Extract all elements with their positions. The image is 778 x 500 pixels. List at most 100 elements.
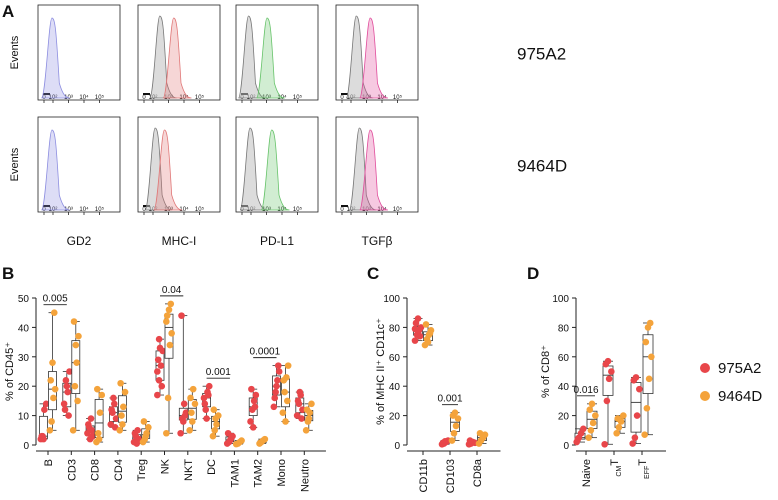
data-point xyxy=(580,425,587,433)
data-point xyxy=(202,406,210,414)
x-tick-label: CD4 xyxy=(113,459,125,481)
data-point xyxy=(270,403,278,411)
data-point xyxy=(448,437,456,444)
data-point xyxy=(116,427,124,434)
p-value-label: 0.001 xyxy=(206,367,231,378)
data-point xyxy=(155,377,163,384)
legend-marker xyxy=(700,363,710,373)
histogram-curve xyxy=(260,129,290,211)
data-point xyxy=(275,368,283,375)
data-point xyxy=(65,412,72,419)
data-point xyxy=(605,375,613,383)
x-tick-label: 10⁴ xyxy=(79,206,89,213)
y-tick-label: 60 xyxy=(389,353,401,364)
data-point xyxy=(592,412,599,419)
x-tick-subscript: EFF xyxy=(644,466,651,479)
x-tick-label: Mono xyxy=(276,459,288,487)
x-tick-label: 10⁴ xyxy=(79,94,89,101)
data-point xyxy=(441,438,449,445)
data-point xyxy=(585,434,592,441)
histogram-curve xyxy=(153,129,183,211)
panel-label-b: B xyxy=(2,264,14,283)
data-point xyxy=(186,427,193,434)
histogram-frame xyxy=(37,4,121,101)
x-tick-label: CD3 xyxy=(66,459,78,481)
data-point xyxy=(155,335,163,343)
histogram-curve xyxy=(41,129,70,211)
data-point xyxy=(64,388,71,396)
legend-marker xyxy=(700,391,710,401)
p-value-label: 0.016 xyxy=(573,385,598,396)
data-point xyxy=(450,429,458,437)
x-tick-label: CD103 xyxy=(445,459,457,493)
data-point xyxy=(224,429,232,437)
histogram-curve xyxy=(359,129,388,211)
panel-label-d: D xyxy=(527,264,539,283)
data-point xyxy=(645,375,653,383)
x-tick-label: 0 xyxy=(340,207,344,213)
data-point xyxy=(72,341,80,349)
y-tick-label: 100 xyxy=(552,294,569,305)
data-point xyxy=(604,357,612,365)
y-tick-label: 60 xyxy=(558,353,570,364)
histogram-curve xyxy=(149,15,177,99)
data-point xyxy=(632,374,640,381)
data-point xyxy=(156,344,164,352)
x-tick-label: 10⁵ xyxy=(293,206,303,213)
data-point xyxy=(117,379,124,387)
data-point xyxy=(273,382,280,390)
data-point xyxy=(41,406,48,414)
sample-label: 975A2 xyxy=(517,45,566,64)
data-point xyxy=(110,400,118,408)
y-tick-label: 40 xyxy=(389,382,401,393)
panel-label-c: C xyxy=(367,264,379,283)
data-point xyxy=(98,391,106,399)
histogram-curve xyxy=(256,17,285,99)
data-point xyxy=(75,332,82,340)
data-point xyxy=(209,432,217,440)
data-point xyxy=(308,400,315,408)
data-point xyxy=(466,437,474,444)
p-value-label: 0.04 xyxy=(162,285,182,296)
data-point xyxy=(646,319,654,327)
data-point xyxy=(88,427,96,434)
data-point xyxy=(112,415,120,422)
data-point xyxy=(63,382,71,390)
histogram-curve xyxy=(239,127,268,211)
y-tick-label: 10 xyxy=(18,412,30,423)
data-point xyxy=(238,437,245,444)
data-point xyxy=(476,429,484,437)
x-tick-label: 10⁵ xyxy=(195,94,205,101)
data-point xyxy=(205,382,213,390)
y-tick-label: 0 xyxy=(23,441,29,452)
data-point xyxy=(451,409,459,416)
data-point xyxy=(49,359,56,366)
x-tick-label: NK xyxy=(160,458,172,474)
x-tick-label: 10⁵ xyxy=(393,94,403,101)
x-tick-label: TAM2 xyxy=(253,459,265,488)
data-point xyxy=(110,394,117,402)
data-point xyxy=(424,338,432,346)
data-point xyxy=(131,429,139,437)
data-point xyxy=(642,338,650,346)
p-value-label: 0.005 xyxy=(43,294,68,305)
data-point xyxy=(629,440,636,447)
data-point xyxy=(284,362,292,369)
y-axis-label: % of CD8⁺ xyxy=(540,345,552,398)
legend-label: 9464D xyxy=(718,388,762,405)
x-tick-label: Naive xyxy=(581,459,593,487)
histogram-frame xyxy=(235,116,319,213)
data-point xyxy=(163,318,170,325)
y-tick-label: 50 xyxy=(18,294,30,305)
y-tick-label: 20 xyxy=(389,412,401,423)
data-point xyxy=(305,415,313,422)
data-point xyxy=(631,434,639,441)
data-point xyxy=(213,421,220,428)
x-tick-label: 0 xyxy=(142,207,146,213)
data-point xyxy=(294,397,302,405)
histogram-curve xyxy=(359,17,388,99)
histogram-curve xyxy=(144,127,173,211)
data-point xyxy=(205,391,212,399)
data-point xyxy=(191,400,199,408)
data-point xyxy=(261,435,269,443)
